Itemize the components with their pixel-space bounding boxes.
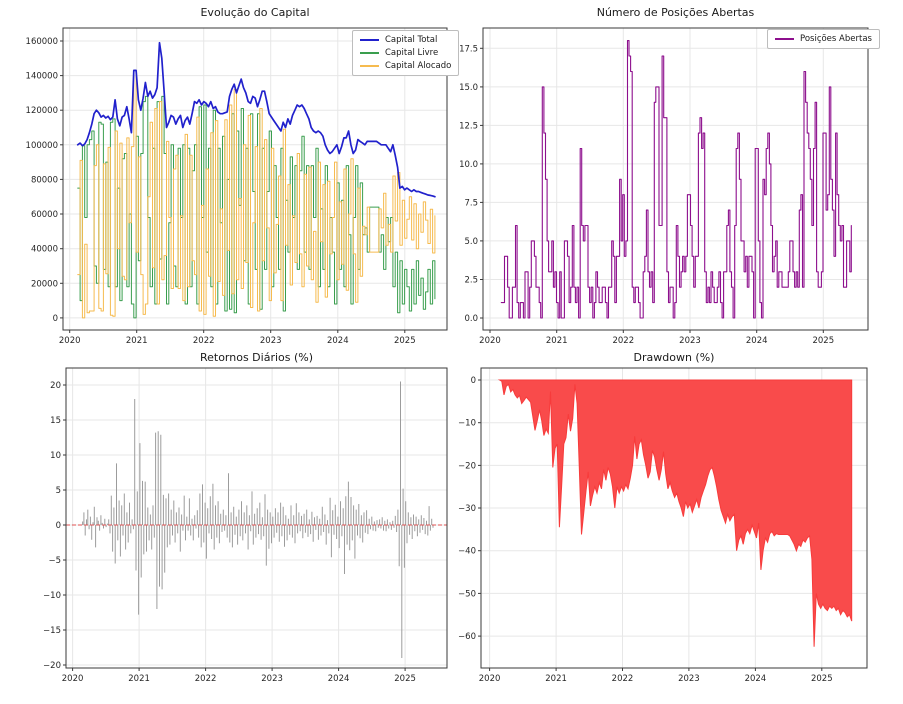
svg-text:−10: −10 xyxy=(43,591,61,601)
svg-text:12.5: 12.5 xyxy=(459,121,478,131)
svg-text:2021: 2021 xyxy=(128,674,150,684)
svg-text:5.0: 5.0 xyxy=(464,237,478,247)
legend-label: Capital Total xyxy=(385,35,438,45)
svg-text:140000: 140000 xyxy=(26,72,58,82)
legend-item-posicoes-abertas: Posições Abertas xyxy=(775,34,872,44)
svg-text:2024: 2024 xyxy=(746,336,768,346)
svg-text:2023: 2023 xyxy=(260,336,282,346)
svg-text:20: 20 xyxy=(50,381,61,391)
svg-text:2025: 2025 xyxy=(811,674,833,684)
svg-text:−60: −60 xyxy=(458,632,476,642)
svg-text:0.0: 0.0 xyxy=(464,314,478,324)
svg-text:2025: 2025 xyxy=(394,336,416,346)
legend-label: Capital Alocado xyxy=(385,61,452,71)
svg-text:10: 10 xyxy=(50,451,61,461)
legend-line-icon xyxy=(360,52,379,54)
svg-text:−30: −30 xyxy=(458,504,476,514)
svg-text:−20: −20 xyxy=(458,461,476,471)
svg-text:2023: 2023 xyxy=(261,674,283,684)
svg-text:2020: 2020 xyxy=(59,336,81,346)
legend-line-icon xyxy=(775,38,794,40)
svg-text:2020: 2020 xyxy=(479,674,501,684)
legend-line-icon xyxy=(360,39,379,41)
svg-text:2025: 2025 xyxy=(394,674,416,684)
svg-text:2021: 2021 xyxy=(126,336,148,346)
legend-label: Posições Abertas xyxy=(800,34,872,44)
legend-item-capital-alocado: Capital Alocado xyxy=(360,61,451,71)
chart-title-returns: Retornos Diários (%) xyxy=(199,351,314,364)
svg-text:2024: 2024 xyxy=(327,336,349,346)
svg-text:5: 5 xyxy=(56,486,61,496)
svg-text:15.0: 15.0 xyxy=(459,83,478,93)
chart-title-positions: Número de Posições Abertas xyxy=(596,6,755,19)
svg-text:60000: 60000 xyxy=(31,210,58,220)
svg-text:2024: 2024 xyxy=(328,674,350,684)
svg-text:2.5: 2.5 xyxy=(464,276,478,286)
svg-text:2022: 2022 xyxy=(193,336,215,346)
svg-text:−20: −20 xyxy=(43,661,61,671)
svg-text:80000: 80000 xyxy=(31,175,58,185)
svg-text:2025: 2025 xyxy=(812,336,834,346)
svg-text:2021: 2021 xyxy=(546,336,568,346)
legend-item-capital-total: Capital Total xyxy=(360,35,451,45)
svg-text:40000: 40000 xyxy=(31,245,58,255)
chart-title-capital: Evolução do Capital xyxy=(200,6,310,19)
svg-text:2022: 2022 xyxy=(195,674,217,684)
svg-text:2024: 2024 xyxy=(745,674,767,684)
legend-capital: Capital Total Capital Livre Capital Aloc… xyxy=(352,30,460,76)
svg-text:−5: −5 xyxy=(48,556,61,566)
svg-text:15: 15 xyxy=(50,416,61,426)
svg-text:0: 0 xyxy=(471,376,476,386)
svg-text:7.5: 7.5 xyxy=(464,198,478,208)
legend-label: Capital Livre xyxy=(385,48,439,58)
svg-text:2022: 2022 xyxy=(612,674,634,684)
svg-text:2023: 2023 xyxy=(679,336,701,346)
svg-text:2020: 2020 xyxy=(479,336,501,346)
svg-text:2021: 2021 xyxy=(545,674,567,684)
legend-item-capital-livre: Capital Livre xyxy=(360,48,451,58)
chart-title-drawdown: Drawdown (%) xyxy=(633,351,715,364)
svg-text:2020: 2020 xyxy=(62,674,84,684)
svg-text:0: 0 xyxy=(56,521,61,531)
legend-line-icon xyxy=(360,65,379,67)
svg-text:−15: −15 xyxy=(43,626,61,636)
svg-text:2022: 2022 xyxy=(612,336,634,346)
legend-positions: Posições Abertas xyxy=(767,29,880,49)
svg-text:−40: −40 xyxy=(458,547,476,557)
svg-text:−50: −50 xyxy=(458,589,476,599)
svg-text:0: 0 xyxy=(53,314,58,324)
svg-text:−10: −10 xyxy=(458,419,476,429)
svg-text:100000: 100000 xyxy=(26,141,58,151)
svg-text:120000: 120000 xyxy=(26,106,58,116)
svg-text:20000: 20000 xyxy=(31,279,58,289)
svg-text:17.5: 17.5 xyxy=(459,44,478,54)
svg-text:10.0: 10.0 xyxy=(459,160,478,170)
svg-text:160000: 160000 xyxy=(26,37,58,47)
svg-text:2023: 2023 xyxy=(678,674,700,684)
